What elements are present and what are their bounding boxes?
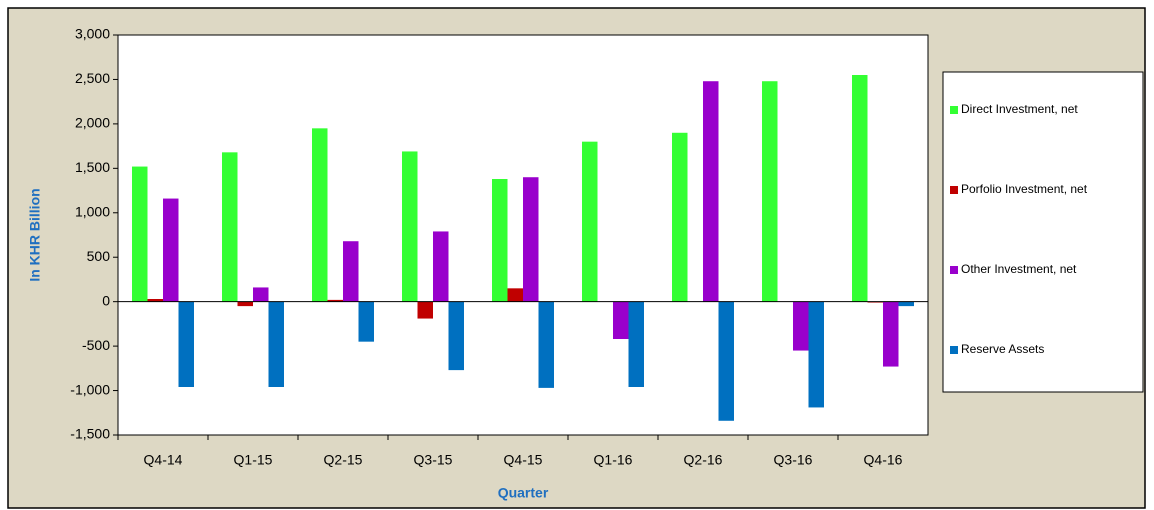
bar xyxy=(672,132,688,302)
legend-swatch xyxy=(950,266,958,274)
legend-label: Porfolio Investment, net xyxy=(961,182,1088,196)
legend-swatch xyxy=(950,186,958,194)
x-tick-label: Q2-16 xyxy=(684,452,723,468)
bar xyxy=(237,301,253,307)
bar xyxy=(703,81,719,302)
x-tick-label: Q4-15 xyxy=(504,452,543,468)
y-tick-label: -1,000 xyxy=(70,381,110,397)
legend-label: Direct Investment, net xyxy=(961,102,1078,116)
bar xyxy=(613,301,629,339)
bar xyxy=(852,75,868,302)
x-tick-label: Q3-15 xyxy=(414,452,453,468)
bar xyxy=(163,198,179,302)
bar xyxy=(222,152,238,302)
bar xyxy=(448,301,464,371)
y-tick-label: -1,500 xyxy=(70,426,110,442)
bar xyxy=(793,301,809,351)
x-tick-label: Q4-14 xyxy=(144,452,183,468)
bar xyxy=(808,301,824,408)
x-tick-label: Q4-16 xyxy=(864,452,903,468)
legend-label: Reserve Assets xyxy=(961,342,1044,356)
bar xyxy=(253,287,269,302)
bar xyxy=(762,81,778,302)
bar xyxy=(628,301,644,387)
bar xyxy=(327,299,343,302)
bar xyxy=(312,128,328,302)
bar xyxy=(178,301,194,387)
y-axis-title: In KHR Billion xyxy=(27,188,43,281)
y-tick-label: 500 xyxy=(87,248,111,264)
x-tick-label: Q2-15 xyxy=(324,452,363,468)
y-tick-label: -500 xyxy=(82,337,110,353)
x-tick-label: Q1-16 xyxy=(594,452,633,468)
bar xyxy=(402,151,418,302)
legend xyxy=(942,71,1144,393)
y-tick-label: 2,500 xyxy=(75,70,110,86)
bar xyxy=(132,166,148,302)
legend-swatch xyxy=(950,106,958,114)
bar xyxy=(358,301,374,342)
bar xyxy=(718,301,734,421)
bar xyxy=(582,141,598,302)
x-tick-label: Q3-16 xyxy=(774,452,813,468)
bar xyxy=(898,301,914,307)
legend-label: Other Investment, net xyxy=(961,262,1077,276)
bar xyxy=(417,301,433,319)
bar xyxy=(433,231,449,302)
bar xyxy=(268,301,284,387)
x-tick-label: Q1-15 xyxy=(234,452,273,468)
bar xyxy=(343,241,359,302)
bar xyxy=(538,301,554,388)
y-tick-label: 0 xyxy=(102,292,110,308)
bar xyxy=(883,301,899,367)
y-tick-label: 1,000 xyxy=(75,203,110,219)
bar xyxy=(523,177,539,302)
bar xyxy=(492,179,508,302)
x-axis-title: Quarter xyxy=(498,485,549,501)
y-tick-label: 3,000 xyxy=(75,26,110,42)
bar xyxy=(147,299,163,302)
y-tick-label: 2,000 xyxy=(75,115,110,131)
bar xyxy=(507,288,523,302)
legend-swatch xyxy=(950,346,958,354)
y-tick-label: 1,500 xyxy=(75,159,110,175)
